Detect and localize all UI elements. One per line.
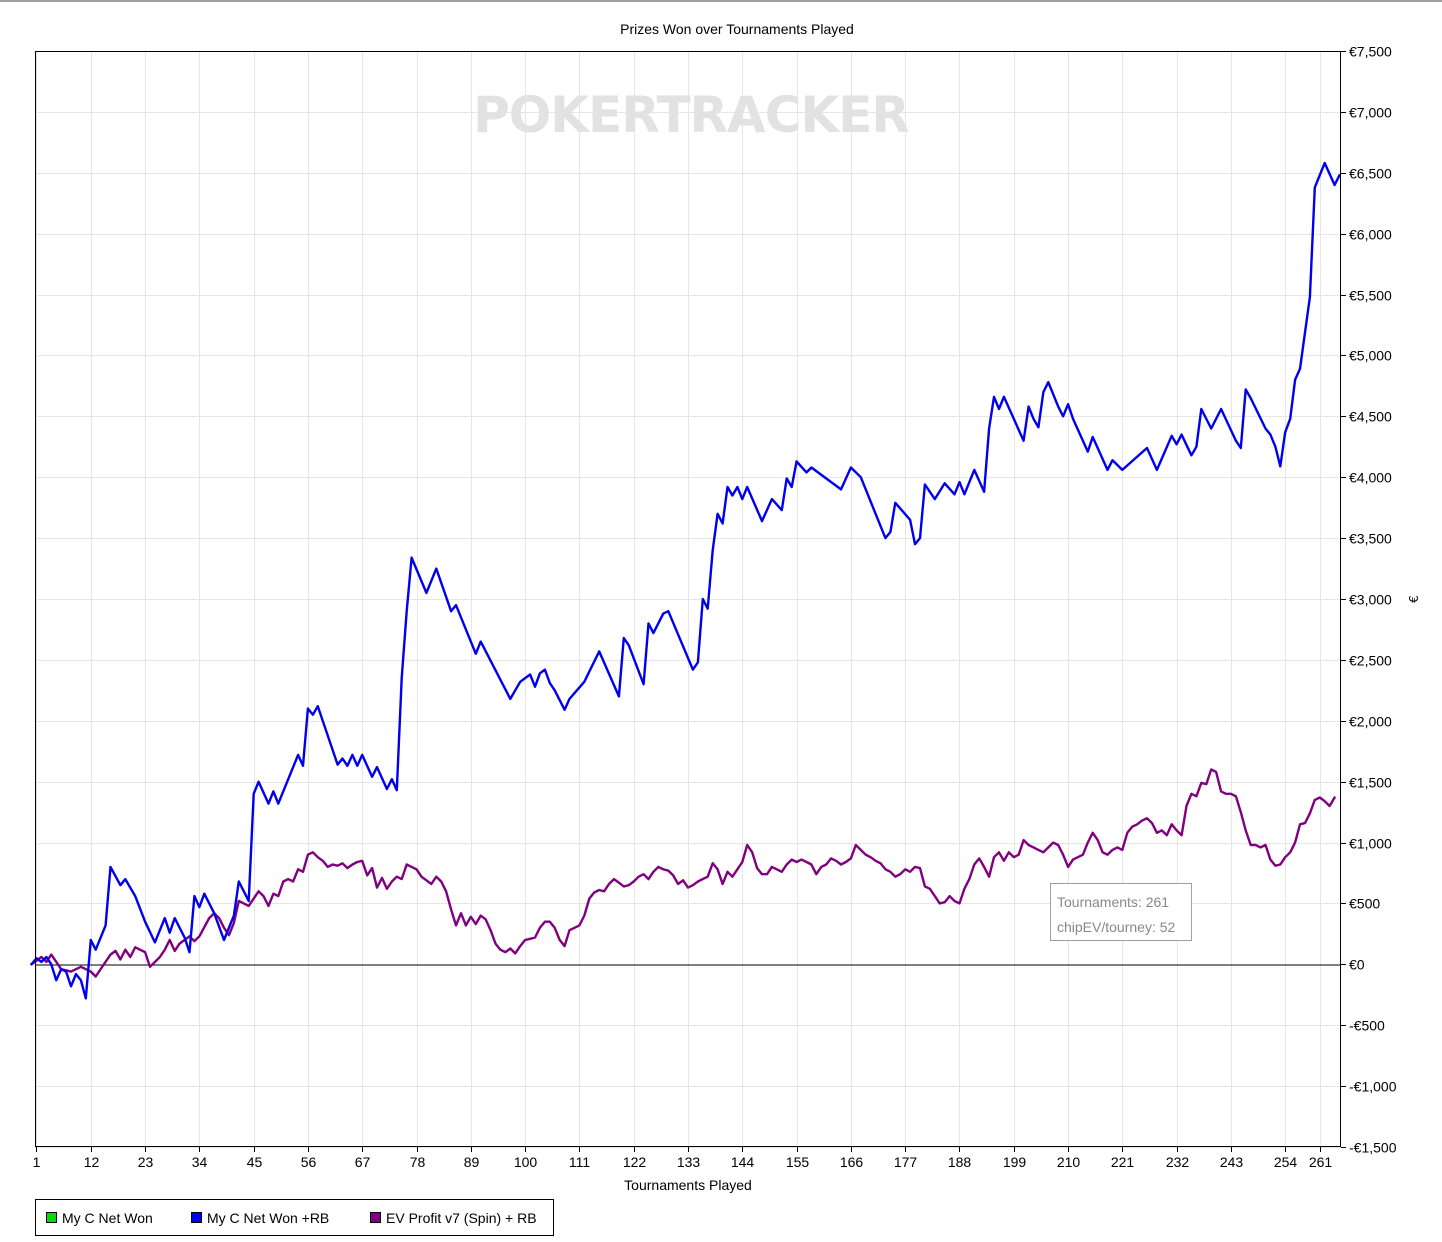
legend-item-net-won-rb[interactable]: My C Net Won +RB <box>191 1210 329 1226</box>
x-tick-label: 67 <box>355 1154 371 1170</box>
x-tick-label: 56 <box>301 1154 317 1170</box>
x-tick-label: 210 <box>1057 1154 1081 1170</box>
x-tick-label: 89 <box>464 1154 480 1170</box>
series-lines <box>30 161 1341 1000</box>
tooltip-tournaments: Tournaments: 261 <box>1057 894 1170 910</box>
x-tick-label: 122 <box>623 1154 647 1170</box>
x-tick-label: 34 <box>192 1154 208 1170</box>
series-line-ev-profit <box>30 768 1336 978</box>
legend-item-net-won[interactable]: My C Net Won <box>46 1210 153 1226</box>
y-tick-label: €1,500 <box>1349 775 1392 791</box>
x-tick-label: 166 <box>840 1154 864 1170</box>
legend-item-ev-profit[interactable]: EV Profit v7 (Spin) + RB <box>370 1210 537 1226</box>
y-tick-label: €6,500 <box>1349 166 1392 182</box>
legend-swatch-purple <box>370 1212 381 1223</box>
y-tick-label: €5,500 <box>1349 288 1392 304</box>
legend-label: My C Net Won +RB <box>207 1210 330 1226</box>
x-tick-label: 100 <box>514 1154 538 1170</box>
x-tick-label: 254 <box>1274 1154 1298 1170</box>
x-tick-label: 232 <box>1166 1154 1190 1170</box>
tooltip-chipev: chipEV/tourney: 52 <box>1057 919 1176 935</box>
x-tick-label: 155 <box>786 1154 810 1170</box>
y-tick-label: €6,000 <box>1349 227 1392 243</box>
y-tick-label: €7,500 <box>1349 44 1392 60</box>
x-axis-ticks: 1 12 23 34 45 56 67 78 89 100 111 122 133 144 155 166 17… <box>33 1147 1333 1170</box>
series-line-net-won-rb <box>30 161 1341 1000</box>
y-tick-label: €500 <box>1349 896 1380 912</box>
y-tick-label: -€1,000 <box>1349 1079 1397 1095</box>
y-axis-ticks: €7,500 €7,000 €6,500 €6,000 €5,500 €5,000 €4,5… <box>1341 44 1397 1156</box>
pokertracker-watermark-logo: POKERTRACKER <box>473 86 909 144</box>
x-tick-label: 1 <box>33 1154 41 1170</box>
x-tick-label: 221 <box>1111 1154 1135 1170</box>
window-top-border <box>0 0 1442 2</box>
y-tick-label: €4,000 <box>1349 470 1392 486</box>
legend-label: EV Profit v7 (Spin) + RB <box>386 1210 537 1226</box>
y-tick-label: -€1,500 <box>1349 1140 1397 1156</box>
legend-swatch-green <box>46 1212 57 1223</box>
x-tick-label: 144 <box>731 1154 755 1170</box>
x-tick-label: 243 <box>1220 1154 1244 1170</box>
x-tick-label: 177 <box>894 1154 918 1170</box>
x-tick-label: 111 <box>569 1154 590 1170</box>
y-tick-label: €3,000 <box>1349 592 1392 608</box>
x-tick-label: 78 <box>410 1154 426 1170</box>
x-tick-label: 199 <box>1003 1154 1027 1170</box>
x-axis-label: Tournaments Played <box>624 1177 752 1193</box>
x-tick-label: 133 <box>677 1154 701 1170</box>
x-tick-label: 12 <box>84 1154 100 1170</box>
y-tick-label: €4,500 <box>1349 409 1392 425</box>
x-tick-label: 261 <box>1309 1154 1333 1170</box>
y-tick-label: €2,000 <box>1349 714 1392 730</box>
x-tick-label: 23 <box>138 1154 154 1170</box>
x-tick-label: 188 <box>948 1154 972 1170</box>
y-tick-label: €7,000 <box>1349 105 1392 121</box>
data-tooltip: Tournaments: 261 chipEV/tourney: 52 <box>1050 883 1192 941</box>
chart-legend: My C Net Won My C Net Won +RB EV Profit … <box>35 1199 554 1236</box>
legend-swatch-blue <box>191 1212 202 1223</box>
y-tick-label: €5,000 <box>1349 348 1392 364</box>
chart-title: Prizes Won over Tournaments Played <box>620 21 854 37</box>
y-tick-label: €0 <box>1349 957 1365 973</box>
y-tick-label: €2,500 <box>1349 653 1392 669</box>
y-tick-label: €1,000 <box>1349 836 1392 852</box>
plot-border <box>35 51 1341 1147</box>
x-tick-label: 45 <box>247 1154 263 1170</box>
y-axis-label: € <box>1407 595 1421 603</box>
y-tick-label: -€500 <box>1349 1018 1385 1034</box>
y-tick-label: €3,500 <box>1349 531 1392 547</box>
legend-label: My C Net Won <box>62 1210 153 1226</box>
